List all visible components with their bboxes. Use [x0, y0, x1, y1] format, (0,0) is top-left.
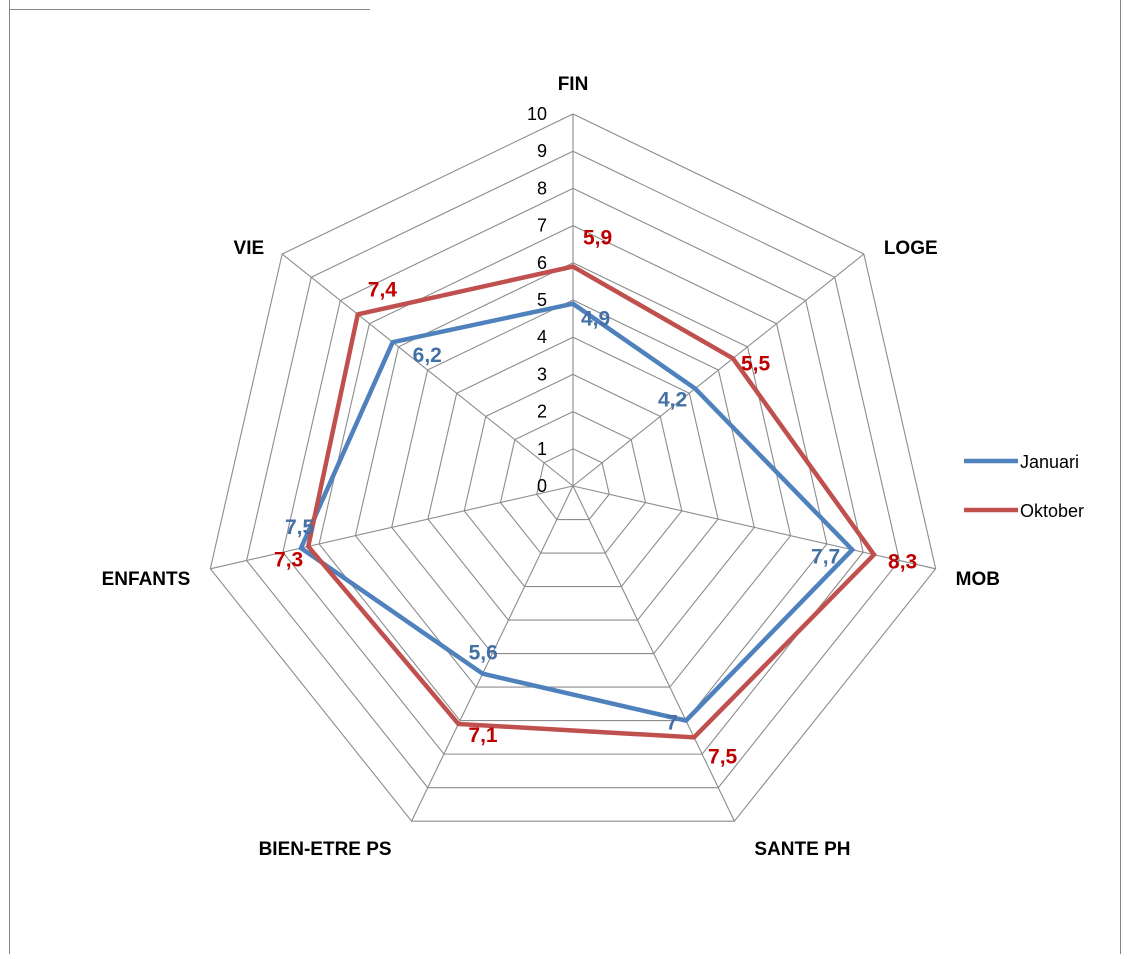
category-label-mob: MOB [956, 569, 1000, 590]
data-label-oktober-bien-etre-ps: 7,1 [468, 724, 498, 747]
tick-label-3: 3 [537, 364, 547, 384]
tick-label-4: 4 [537, 327, 547, 347]
spoke-loge [573, 254, 864, 486]
data-label-oktober-sante-ph: 7,5 [708, 745, 738, 768]
legend-label-oktober: Oktober [1020, 501, 1084, 521]
data-label-oktober-vie: 7,4 [368, 278, 398, 301]
data-label-januari-enfants: 7,5 [285, 516, 315, 539]
tick-label-9: 9 [537, 141, 547, 161]
spoke-vie [282, 254, 573, 486]
data-label-oktober-enfants: 7,3 [274, 548, 303, 571]
tick-label-6: 6 [537, 253, 547, 273]
data-label-januari-mob: 7,7 [811, 546, 840, 569]
category-label-fin: FIN [558, 74, 589, 95]
category-labels: FIN LOGE MOB SANTE PH BIEN-ETRE PS ENFANTS VIE [102, 74, 1000, 860]
tick-label-7: 7 [537, 216, 547, 236]
series-line-oktober [308, 267, 874, 738]
data-label-januari-loge: 4,2 [658, 389, 687, 412]
legend: Januari Oktober [964, 452, 1084, 521]
data-label-januari-bien-etre-ps: 5,6 [469, 642, 498, 665]
tick-label-10: 10 [527, 104, 547, 124]
category-label-loge: LOGE [884, 238, 938, 259]
data-label-januari-fin: 4,9 [581, 308, 610, 331]
radial-tick-labels: 0 1 2 3 4 5 6 7 8 9 10 [527, 104, 547, 496]
spoke-enfants [210, 486, 573, 569]
category-label-bien-etre-ps: BIEN-ETRE PS [259, 839, 392, 860]
tick-label-1: 1 [537, 439, 547, 459]
data-label-oktober-loge: 5,5 [741, 352, 771, 375]
tick-label-2: 2 [537, 402, 547, 422]
data-label-oktober-mob: 8,3 [888, 551, 917, 574]
chart-border [10, 0, 1121, 954]
tick-label-8: 8 [537, 178, 547, 198]
tick-label-0: 0 [537, 476, 547, 496]
radar-spokes [210, 114, 935, 821]
data-label-januari-vie: 6,2 [413, 344, 442, 367]
category-label-vie: VIE [234, 238, 265, 259]
tick-label-5: 5 [537, 290, 547, 310]
spoke-mob [573, 486, 936, 569]
data-label-januari-sante-ph: 7 [666, 712, 678, 735]
category-label-enfants: ENFANTS [102, 569, 191, 590]
legend-label-januari: Januari [1020, 452, 1079, 472]
category-label-sante-ph: SANTE PH [754, 839, 850, 860]
data-label-oktober-fin: 5,9 [583, 227, 612, 250]
